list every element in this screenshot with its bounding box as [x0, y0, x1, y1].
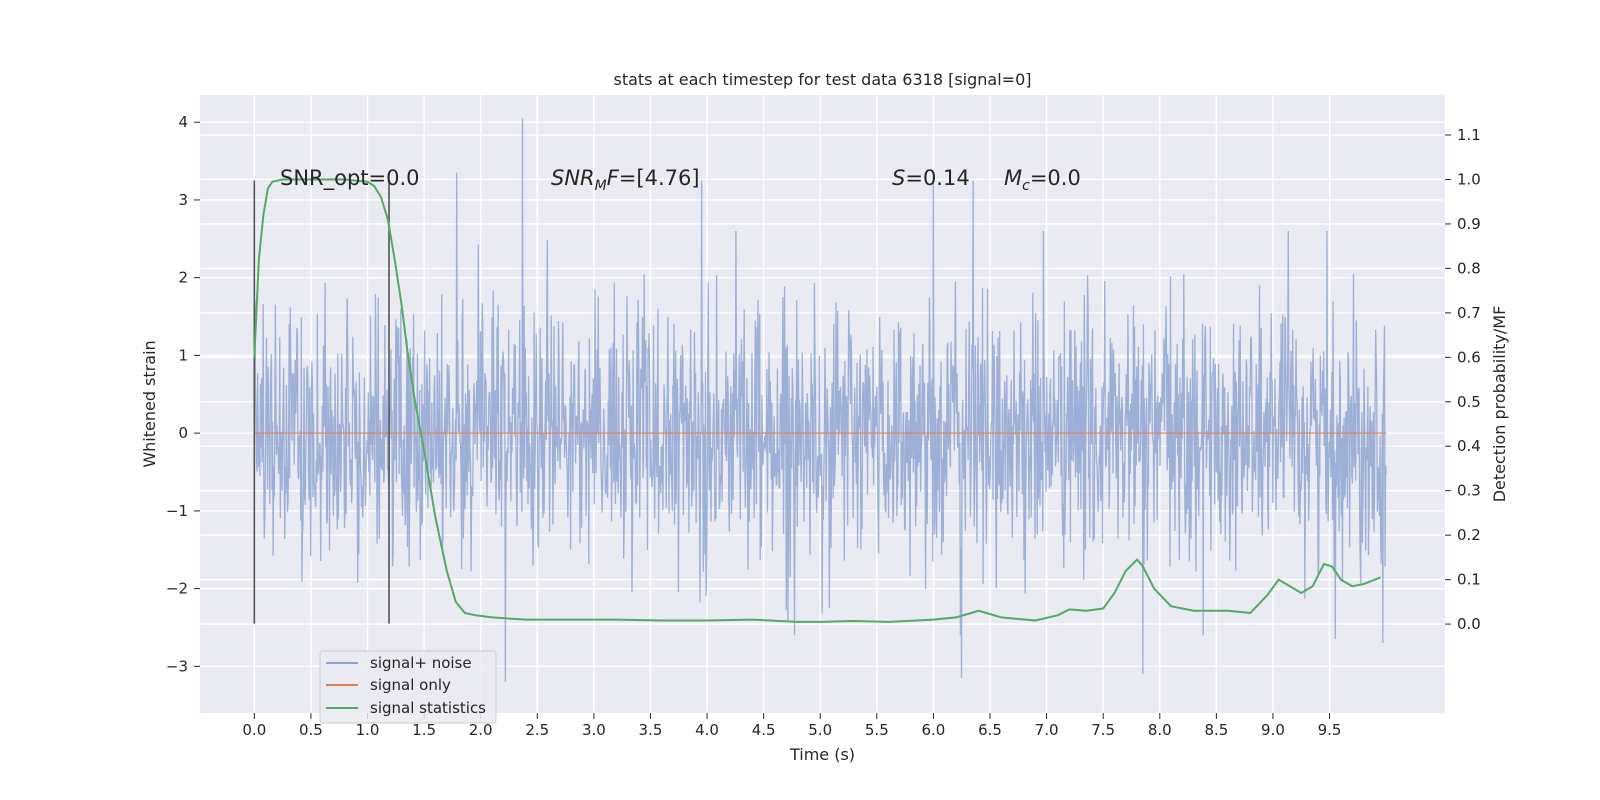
- y-right-axis-label: Detection probability/MF: [1490, 306, 1509, 503]
- y-right-tick-label: 0.6: [1457, 348, 1481, 366]
- x-tick-label: 3.0: [582, 721, 606, 739]
- x-tick-label: 7.5: [1091, 721, 1115, 739]
- mc-label: M: [1004, 166, 1022, 190]
- signal-noise-line: [253, 118, 1387, 682]
- x-tick-label: 8.0: [1148, 721, 1172, 739]
- legend-label-signal-statistics: signal statistics: [370, 699, 486, 717]
- x-axis-ticks: 0.0 0.5 1.0 1.5 2.0 2.5 3.0 3.5 4.0 4.5 5.0 5.5 6.0 6…: [242, 713, 1341, 739]
- y-tick-label: 2: [178, 269, 188, 287]
- s-value: =0.14: [905, 166, 969, 190]
- x-tick-label: 2.0: [469, 721, 493, 739]
- legend-label-signal-only: signal only: [370, 676, 451, 694]
- annotation-mc: Mc=0.0: [1004, 166, 1081, 194]
- x-tick-label: 0.0: [242, 721, 266, 739]
- signal-statistics-series: [253, 178, 1381, 623]
- x-tick-label: 2.5: [525, 721, 549, 739]
- y-axis-ticks: −3 −2 −1 0 1 2 3 4: [166, 113, 200, 675]
- chart-title: stats at each timestep for test data 631…: [613, 70, 1031, 89]
- y-tick-label: 0: [178, 424, 188, 442]
- x-tick-label: 4.0: [695, 721, 719, 739]
- x-tick-label: 5.0: [808, 721, 832, 739]
- vertical-markers: [253, 180, 390, 624]
- x-tick-label: 5.5: [865, 721, 889, 739]
- x-tick-label: 9.0: [1261, 721, 1285, 739]
- legend: signal+ noise signal only signal statist…: [319, 650, 497, 724]
- x-tick-label: 6.5: [978, 721, 1002, 739]
- x-tick-label: 6.0: [921, 721, 945, 739]
- y-right-tick-label: 0.4: [1457, 437, 1481, 455]
- y-right-tick-label: 1.0: [1457, 170, 1481, 188]
- y-right-tick-label: 0.0: [1457, 615, 1481, 633]
- snr-mf-suffix: F: [607, 166, 620, 190]
- y-right-tick-label: 0.5: [1457, 393, 1481, 411]
- x-tick-label: 1.5: [412, 721, 436, 739]
- y-right-tick-label: 0.2: [1457, 526, 1481, 544]
- legend-label-signal-noise: signal+ noise: [370, 654, 472, 672]
- annotation-snr-mf: SNRMF=[4.76]: [551, 166, 700, 194]
- y-tick-label: −1: [166, 502, 188, 520]
- signal-noise-series: [253, 118, 1387, 682]
- legend-box: [319, 650, 497, 724]
- x-tick-label: 3.5: [639, 721, 663, 739]
- x-tick-label: 9.5: [1318, 721, 1342, 739]
- y-axis-label: Whitened strain: [140, 340, 159, 467]
- y-right-tick-label: 0.8: [1457, 259, 1481, 277]
- x-axis-label: Time (s): [789, 745, 855, 764]
- y-right-axis-ticks: 0.0 0.1 0.2 0.3 0.4 0.5 0.6 0.7 0.8 0.9 1.0 1.1: [1445, 126, 1481, 633]
- x-tick-label: 8.5: [1204, 721, 1228, 739]
- annotation-s: S=0.14: [892, 166, 970, 190]
- annotations: SNR_opt=0.0 SNRMF=[4.76] S=0.14 Mc=0.0: [280, 166, 1081, 194]
- mc-subscript: c: [1022, 178, 1030, 194]
- y-tick-label: −3: [166, 657, 188, 675]
- mc-value: =0.0: [1030, 166, 1081, 190]
- y-right-tick-label: 0.3: [1457, 482, 1481, 500]
- y-tick-label: −2: [166, 580, 188, 598]
- x-tick-label: 4.5: [752, 721, 776, 739]
- snr-mf-subscript: M: [595, 178, 607, 194]
- y-right-tick-label: 1.1: [1457, 126, 1481, 144]
- signal-statistics-line: [253, 178, 1381, 623]
- snr-mf-label: SNR: [551, 166, 595, 190]
- x-tick-label: 7.0: [1035, 721, 1059, 739]
- x-tick-label: 1.0: [356, 721, 380, 739]
- y-right-tick-label: 0.7: [1457, 304, 1481, 322]
- x-tick-label: 0.5: [299, 721, 323, 739]
- annotation-snr-opt: SNR_opt=0.0: [280, 166, 420, 191]
- snr-mf-value: =[4.76]: [619, 166, 700, 190]
- y-tick-label: 3: [178, 191, 188, 209]
- y-right-tick-label: 0.9: [1457, 215, 1481, 233]
- y-right-tick-label: 0.1: [1457, 571, 1481, 589]
- y-tick-label: 4: [178, 113, 188, 131]
- y-tick-label: 1: [178, 346, 188, 364]
- s-label: S: [892, 166, 905, 190]
